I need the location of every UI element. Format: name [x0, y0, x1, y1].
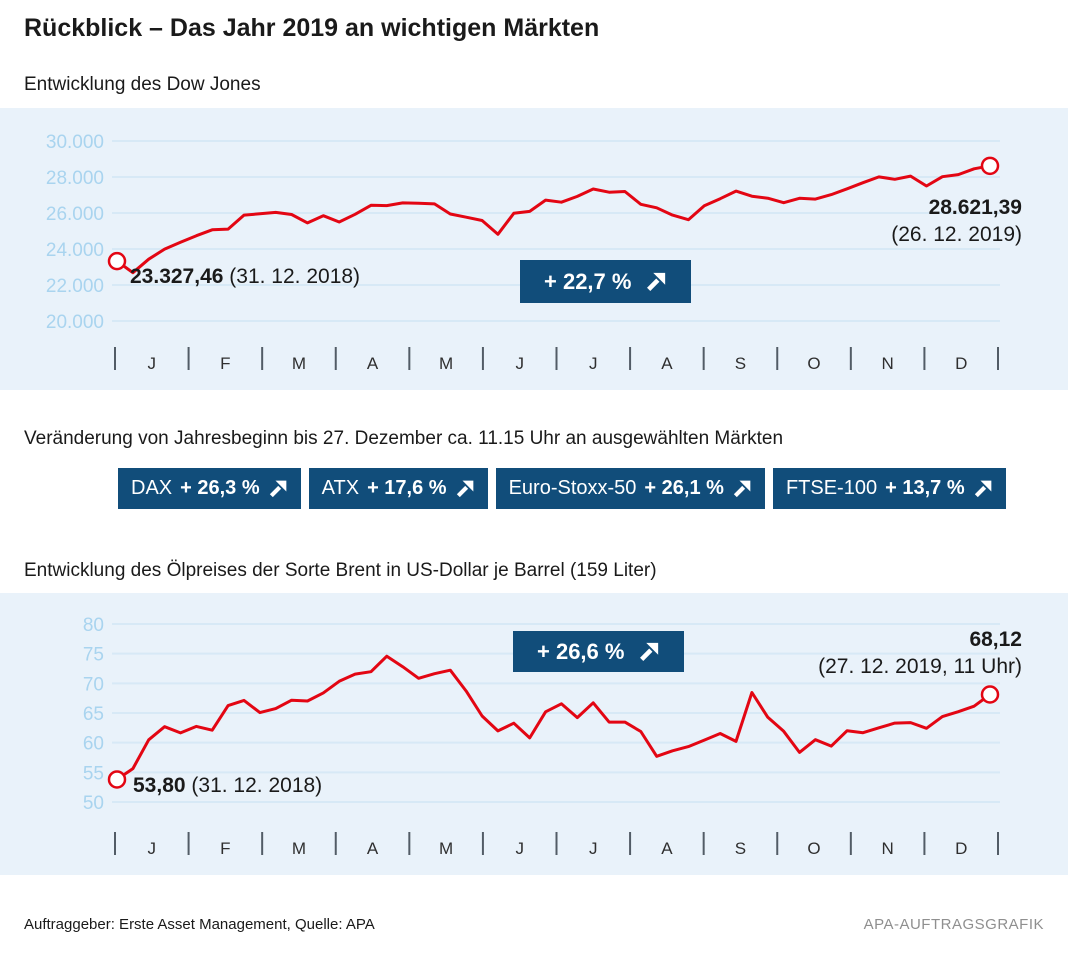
brent-chart-heading: Entwicklung des Ölpreises der Sorte Bren…: [24, 560, 657, 581]
market-value: + 26,1 %: [644, 477, 724, 499]
y-axis-tick-label: 75: [83, 645, 104, 666]
dow-chart-heading: Entwicklung des Dow Jones: [24, 74, 261, 95]
market-value: + 17,6 %: [367, 477, 447, 499]
up-right-arrow-icon: [456, 480, 473, 497]
month-label: A: [661, 354, 673, 373]
end-marker: [980, 156, 1000, 176]
month-label: S: [735, 354, 746, 373]
brent-change-badge: + 26,6 %: [513, 631, 685, 672]
y-axis-tick-label: 22.000: [46, 276, 104, 297]
dow-chart-svg: 30.000 28.000 26.000 24.000 22.000 20.000 J F M A…: [46, 132, 1000, 373]
month-label: J: [148, 354, 157, 373]
brent-chart-svg: 80 75 70 65 60 55 50 J F M A M J J A S O N D: [83, 615, 1000, 858]
markets-badges-row: DAX + 26,3 % ATX + 17,6 % Euro-Stoxx-50 …: [118, 468, 1006, 509]
month-label: F: [220, 354, 230, 373]
up-right-arrow-icon: [974, 480, 991, 497]
month-label: N: [881, 839, 893, 858]
month-label: N: [881, 354, 893, 373]
y-axis-tick-label: 20.000: [46, 312, 104, 333]
price-line: [115, 654, 992, 781]
month-label: M: [292, 354, 306, 373]
month-label: M: [439, 839, 453, 858]
y-axis-tick-label: 80: [83, 615, 104, 636]
market-label: Euro-Stoxx-50: [508, 477, 637, 499]
y-axis-tick-label: 28.000: [46, 168, 104, 189]
market-badge-atx: ATX + 17,6 %: [308, 468, 488, 509]
month-label: A: [367, 354, 379, 373]
month-label: O: [807, 839, 820, 858]
market-badge-dax: DAX + 26,3 %: [118, 468, 301, 509]
month-label: J: [148, 839, 157, 858]
brent-change-value: + 26,6 %: [537, 638, 625, 664]
month-label: M: [292, 839, 306, 858]
brent-start-annotation: 53,80 (31. 12. 2018): [133, 774, 322, 798]
y-axis-tick-label: 24.000: [46, 240, 104, 261]
page-title: Rückblick – Das Jahr 2019 an wichtigen M…: [24, 14, 600, 42]
price-line: [115, 164, 992, 275]
month-label: J: [515, 354, 524, 373]
market-badge-ftse-100: FTSE-100 + 13,7 %: [772, 468, 1006, 509]
dow-end-date: (26. 12. 2019): [891, 223, 1022, 246]
up-right-arrow-icon: [640, 642, 659, 661]
up-right-arrow-icon: [269, 480, 286, 497]
footer-credit: APA-AUFTRAGSGRAFIK: [863, 916, 1044, 933]
start-marker: [107, 251, 127, 271]
y-axis-tick-label: 30.000: [46, 132, 104, 153]
up-right-arrow-icon: [647, 272, 666, 291]
market-value: + 13,7 %: [885, 477, 965, 499]
dow-start-value: 23.327,46: [130, 265, 224, 288]
brent-start-value: 53,80: [133, 774, 186, 797]
brent-end-annotation: 68,12 (27. 12. 2019, 11 Uhr): [818, 626, 1022, 680]
y-axis-tick-label: 55: [83, 763, 104, 784]
y-axis-tick-label: 65: [83, 704, 104, 725]
footer-client-source: Auftraggeber: Erste Asset Management, Qu…: [24, 916, 375, 933]
start-marker: [107, 770, 127, 789]
month-label: A: [367, 839, 379, 858]
month-label: J: [589, 354, 598, 373]
month-label: S: [735, 839, 746, 858]
y-axis-tick-label: 50: [83, 793, 104, 814]
gridlines: 80 75 70 65 60 55 50: [83, 615, 1000, 814]
y-axis-tick-label: 26.000: [46, 204, 104, 225]
dow-chart: 30.000 28.000 26.000 24.000 22.000 20.000 J F M A…: [0, 108, 1068, 390]
month-label: D: [955, 354, 967, 373]
markets-heading: Veränderung von Jahresbeginn bis 27. Dez…: [24, 428, 784, 449]
dow-change-badge: + 22,7 %: [520, 260, 692, 303]
brent-end-date: (27. 12. 2019, 11 Uhr): [818, 655, 1022, 678]
end-marker: [980, 685, 1000, 704]
market-label: ATX: [321, 477, 360, 499]
month-label: J: [515, 839, 524, 858]
brent-end-value: 68,12: [969, 628, 1022, 651]
market-label: FTSE-100: [785, 477, 878, 499]
month-label: J: [589, 839, 598, 858]
y-axis-tick-label: 60: [83, 734, 104, 755]
dow-start-annotation: 23.327,46 (31. 12. 2018): [130, 265, 360, 289]
month-label: D: [955, 839, 967, 858]
brent-chart: 80 75 70 65 60 55 50 J F M A M J J A S O N D 53,80 (31. 12…: [0, 593, 1068, 875]
y-axis-tick-label: 70: [83, 674, 104, 695]
dow-end-annotation: 28.621,39 (26. 12. 2019): [891, 194, 1022, 248]
market-value: + 26,3 %: [180, 477, 260, 499]
dow-start-date: (31. 12. 2018): [229, 265, 361, 288]
up-right-arrow-icon: [733, 480, 751, 497]
month-label: O: [807, 354, 820, 373]
month-label: A: [661, 839, 673, 858]
market-badge-euro-stoxx-50: Euro-Stoxx-50 + 26,1 %: [495, 468, 765, 509]
brent-start-date: (31. 12. 2018): [191, 774, 323, 797]
market-label: DAX: [131, 477, 173, 499]
month-label: M: [439, 354, 453, 373]
dow-end-value: 28.621,39: [928, 196, 1022, 219]
dow-change-value: + 22,7 %: [544, 268, 632, 294]
month-label: F: [220, 839, 230, 858]
